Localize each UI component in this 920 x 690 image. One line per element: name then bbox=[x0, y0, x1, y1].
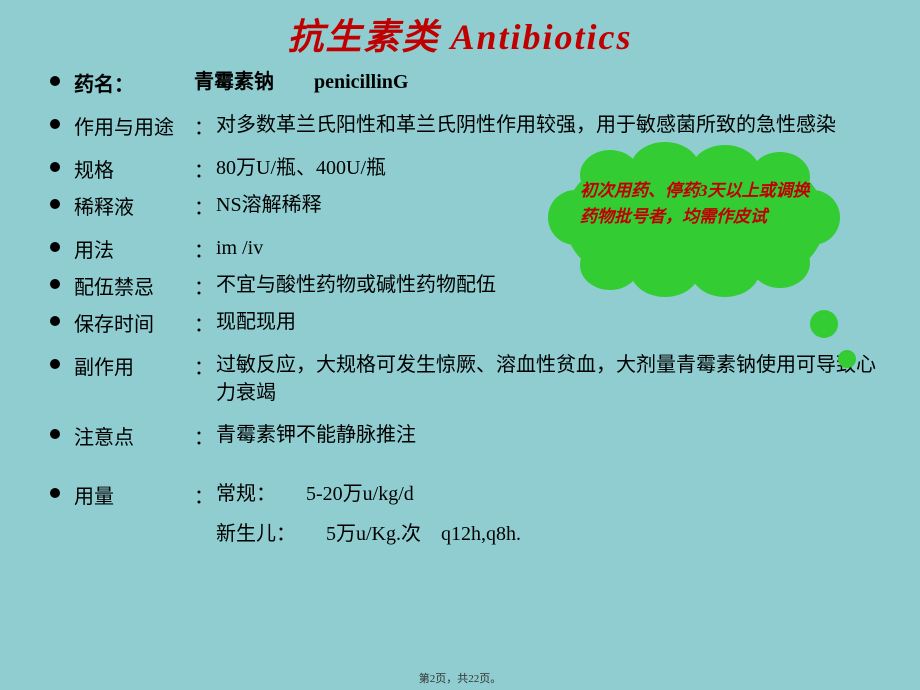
colon: ： bbox=[194, 111, 216, 140]
colon: ： bbox=[194, 234, 216, 263]
bullet-icon bbox=[50, 429, 60, 439]
value-storage: 现配现用 bbox=[216, 308, 890, 336]
cloud-callout: 初次用药、停药3天以上或调换药物批号者，均需作皮试 bbox=[560, 160, 840, 280]
bullet-icon bbox=[50, 242, 60, 252]
label-dose: 用量 bbox=[74, 480, 194, 509]
cloud-text: 初次用药、停药3天以上或调换药物批号者，均需作皮试 bbox=[580, 178, 812, 229]
bullet-icon bbox=[50, 76, 60, 86]
colon: ： bbox=[194, 154, 216, 183]
label-note: 注意点 bbox=[74, 421, 194, 450]
bullet-icon bbox=[50, 316, 60, 326]
value-drug-name: 青霉素钠 penicillinG bbox=[194, 68, 890, 96]
colon: ： bbox=[194, 351, 216, 380]
value-note: 青霉素钾不能静脉推注 bbox=[216, 421, 890, 449]
label-diluent: 稀释液 bbox=[74, 191, 194, 220]
colon: ： bbox=[194, 191, 216, 220]
page-footer: 第2页，共22页。 bbox=[0, 670, 920, 686]
colon: ： bbox=[194, 421, 216, 450]
row-dose-newborn: 新生儿： 5万u/Kg.次 q12h,q8h. bbox=[216, 517, 890, 546]
cloud-tail-icon bbox=[810, 310, 838, 338]
content-area: 药名： 青霉素钠 penicillinG 作用与用途 ： 对多数革兰氏阳性和革兰… bbox=[0, 60, 920, 546]
row-usage: 作用与用途 ： 对多数革兰氏阳性和革兰氏阴性作用较强，用于敏感菌所致的急性感染 bbox=[50, 111, 890, 140]
label-incompat: 配伍禁忌 bbox=[74, 271, 194, 300]
bullet-icon bbox=[50, 199, 60, 209]
row-note: 注意点 ： 青霉素钾不能静脉推注 bbox=[50, 421, 890, 450]
colon: ： bbox=[194, 308, 216, 337]
label-usage: 作用与用途 bbox=[74, 111, 194, 140]
colon: ： bbox=[194, 271, 216, 300]
value-usage: 对多数革兰氏阳性和革兰氏阴性作用较强，用于敏感菌所致的急性感染 bbox=[216, 111, 890, 139]
row-dose: 用量 ： 常规： 5-20万u/kg/d bbox=[50, 480, 890, 509]
row-sideeffect: 副作用 ： 过敏反应，大规格可发生惊厥、溶血性贫血，大剂量青霉素钠使用可导致心力… bbox=[50, 351, 890, 407]
value-dose: 常规： 5-20万u/kg/d bbox=[216, 480, 890, 508]
label-sideeffect: 副作用 bbox=[74, 351, 194, 380]
cloud-tail-icon bbox=[838, 350, 856, 368]
colon: ： bbox=[194, 480, 216, 509]
label-method: 用法 bbox=[74, 234, 194, 263]
bullet-icon bbox=[50, 279, 60, 289]
bullet-icon bbox=[50, 162, 60, 172]
slide-title: 抗生素类 Antibiotics bbox=[0, 0, 920, 60]
label-drug-name: 药名： bbox=[74, 68, 194, 97]
row-storage: 保存时间 ： 现配现用 bbox=[50, 308, 890, 337]
label-newborn: 新生儿： bbox=[216, 517, 326, 546]
value-sideeffect: 过敏反应，大规格可发生惊厥、溶血性贫血，大剂量青霉素钠使用可导致心力衰竭 bbox=[216, 351, 890, 407]
row-drug-name: 药名： 青霉素钠 penicillinG bbox=[50, 68, 890, 97]
label-spec: 规格 bbox=[74, 154, 194, 183]
bullet-icon bbox=[50, 119, 60, 129]
bullet-icon bbox=[50, 488, 60, 498]
label-storage: 保存时间 bbox=[74, 308, 194, 337]
bullet-icon bbox=[50, 359, 60, 369]
value-newborn: 5万u/Kg.次 q12h,q8h. bbox=[326, 517, 521, 546]
